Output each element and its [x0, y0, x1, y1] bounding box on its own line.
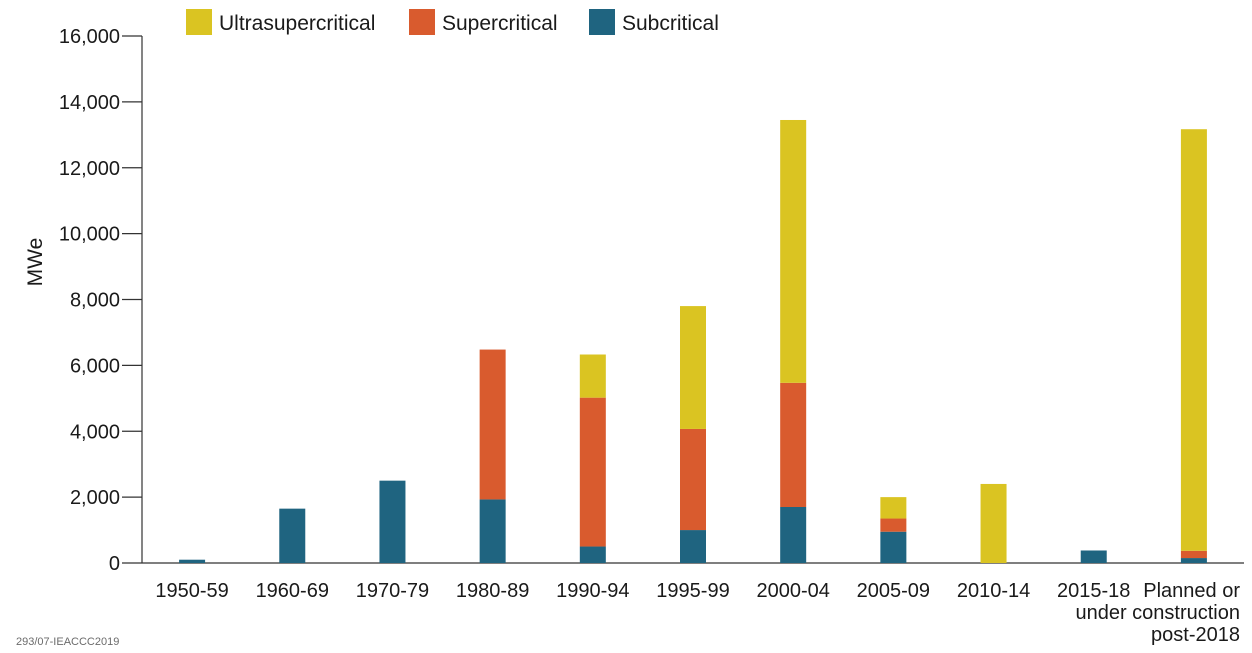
- x-tick-label: post-2018: [1151, 624, 1240, 646]
- y-tick-label: 14,000: [59, 92, 120, 114]
- x-tick-label: 1990-94: [556, 580, 629, 602]
- x-tick-label: 2005-09: [857, 580, 930, 602]
- y-tick-label: 4,000: [70, 421, 120, 443]
- bar-ultrasupercritical-2005-09: [880, 497, 907, 519]
- bar-subcritical-planned-or: [1180, 558, 1207, 563]
- y-axis-title: MWe: [24, 238, 47, 287]
- legend-label-ultrasupercritical: Ultrasupercritical: [219, 12, 375, 35]
- x-tick-label: Planned or: [1143, 580, 1240, 602]
- bar-supercritical-planned-or: [1180, 550, 1207, 559]
- bar-subcritical-1995-99: [680, 530, 706, 563]
- y-tick-label: 16,000: [59, 26, 120, 48]
- bar-subcritical-1960-69: [279, 508, 306, 563]
- legend-label-subcritical: Subcritical: [622, 12, 719, 35]
- legend-swatch-subcritical: [589, 9, 615, 35]
- bars-group: [179, 119, 1207, 563]
- legend-swatch-supercritical: [409, 9, 435, 35]
- y-tick-label: 0: [109, 553, 120, 575]
- bar-subcritical-1990-94: [579, 546, 606, 563]
- bar-supercritical-1990-94: [579, 397, 606, 547]
- bar-ultrasupercritical-planned-or: [1180, 129, 1207, 551]
- bar-ultrasupercritical-1990-94: [579, 354, 606, 398]
- bar-subcritical-1950-59: [179, 559, 206, 563]
- legend-swatch-ultrasupercritical: [186, 9, 212, 35]
- bar-supercritical-2005-09: [880, 518, 907, 532]
- bar-ultrasupercritical-1995-99: [680, 306, 706, 429]
- x-tick-labels: 1950-59 1960-69 1970-79 1980-89 1990-94 1995-…: [155, 580, 1240, 646]
- y-tick-label: 2,000: [70, 487, 120, 509]
- figure-code: 293/07-IEACCC2019: [16, 636, 120, 648]
- x-tick-label: 2000-04: [756, 580, 829, 602]
- bar-subcritical-2015-18: [1080, 550, 1107, 563]
- bar-ultrasupercritical-2000-04: [780, 119, 807, 383]
- y-tick-labels: 0 2,000 4,000 6,000 8,000 10,000 12,000 14,000 1…: [59, 26, 120, 575]
- y-tick-label: 6,000: [70, 355, 120, 377]
- bar-ultrasupercritical-2010-14: [980, 483, 1007, 563]
- y-tick-label: 12,000: [59, 158, 120, 180]
- bar-subcritical-1980-89: [479, 499, 506, 563]
- bar-supercritical-1995-99: [680, 428, 706, 531]
- y-tick-label: 8,000: [70, 290, 120, 312]
- bar-supercritical-2000-04: [780, 382, 807, 508]
- bar-supercritical-1980-89: [479, 349, 506, 500]
- x-tick-label: 1970-79: [356, 580, 429, 602]
- x-tick-label: 1980-89: [456, 580, 529, 602]
- legend: Ultrasupercritical Supercritical Subcritic…: [186, 9, 719, 35]
- bar-subcritical-2000-04: [780, 507, 807, 563]
- bar-subcritical-1970-79: [379, 480, 406, 563]
- x-tick-label: under construction: [1075, 602, 1240, 624]
- x-tick-label: 1960-69: [256, 580, 329, 602]
- bar-subcritical-2005-09: [880, 531, 907, 563]
- legend-label-supercritical: Supercritical: [442, 12, 558, 35]
- x-tick-label: 1950-59: [155, 580, 228, 602]
- x-tick-label: 1995-99: [656, 580, 729, 602]
- y-tick-label: 10,000: [59, 224, 120, 246]
- x-tick-label: 2010-14: [957, 580, 1030, 602]
- x-tick-label: 2015-18: [1057, 580, 1130, 602]
